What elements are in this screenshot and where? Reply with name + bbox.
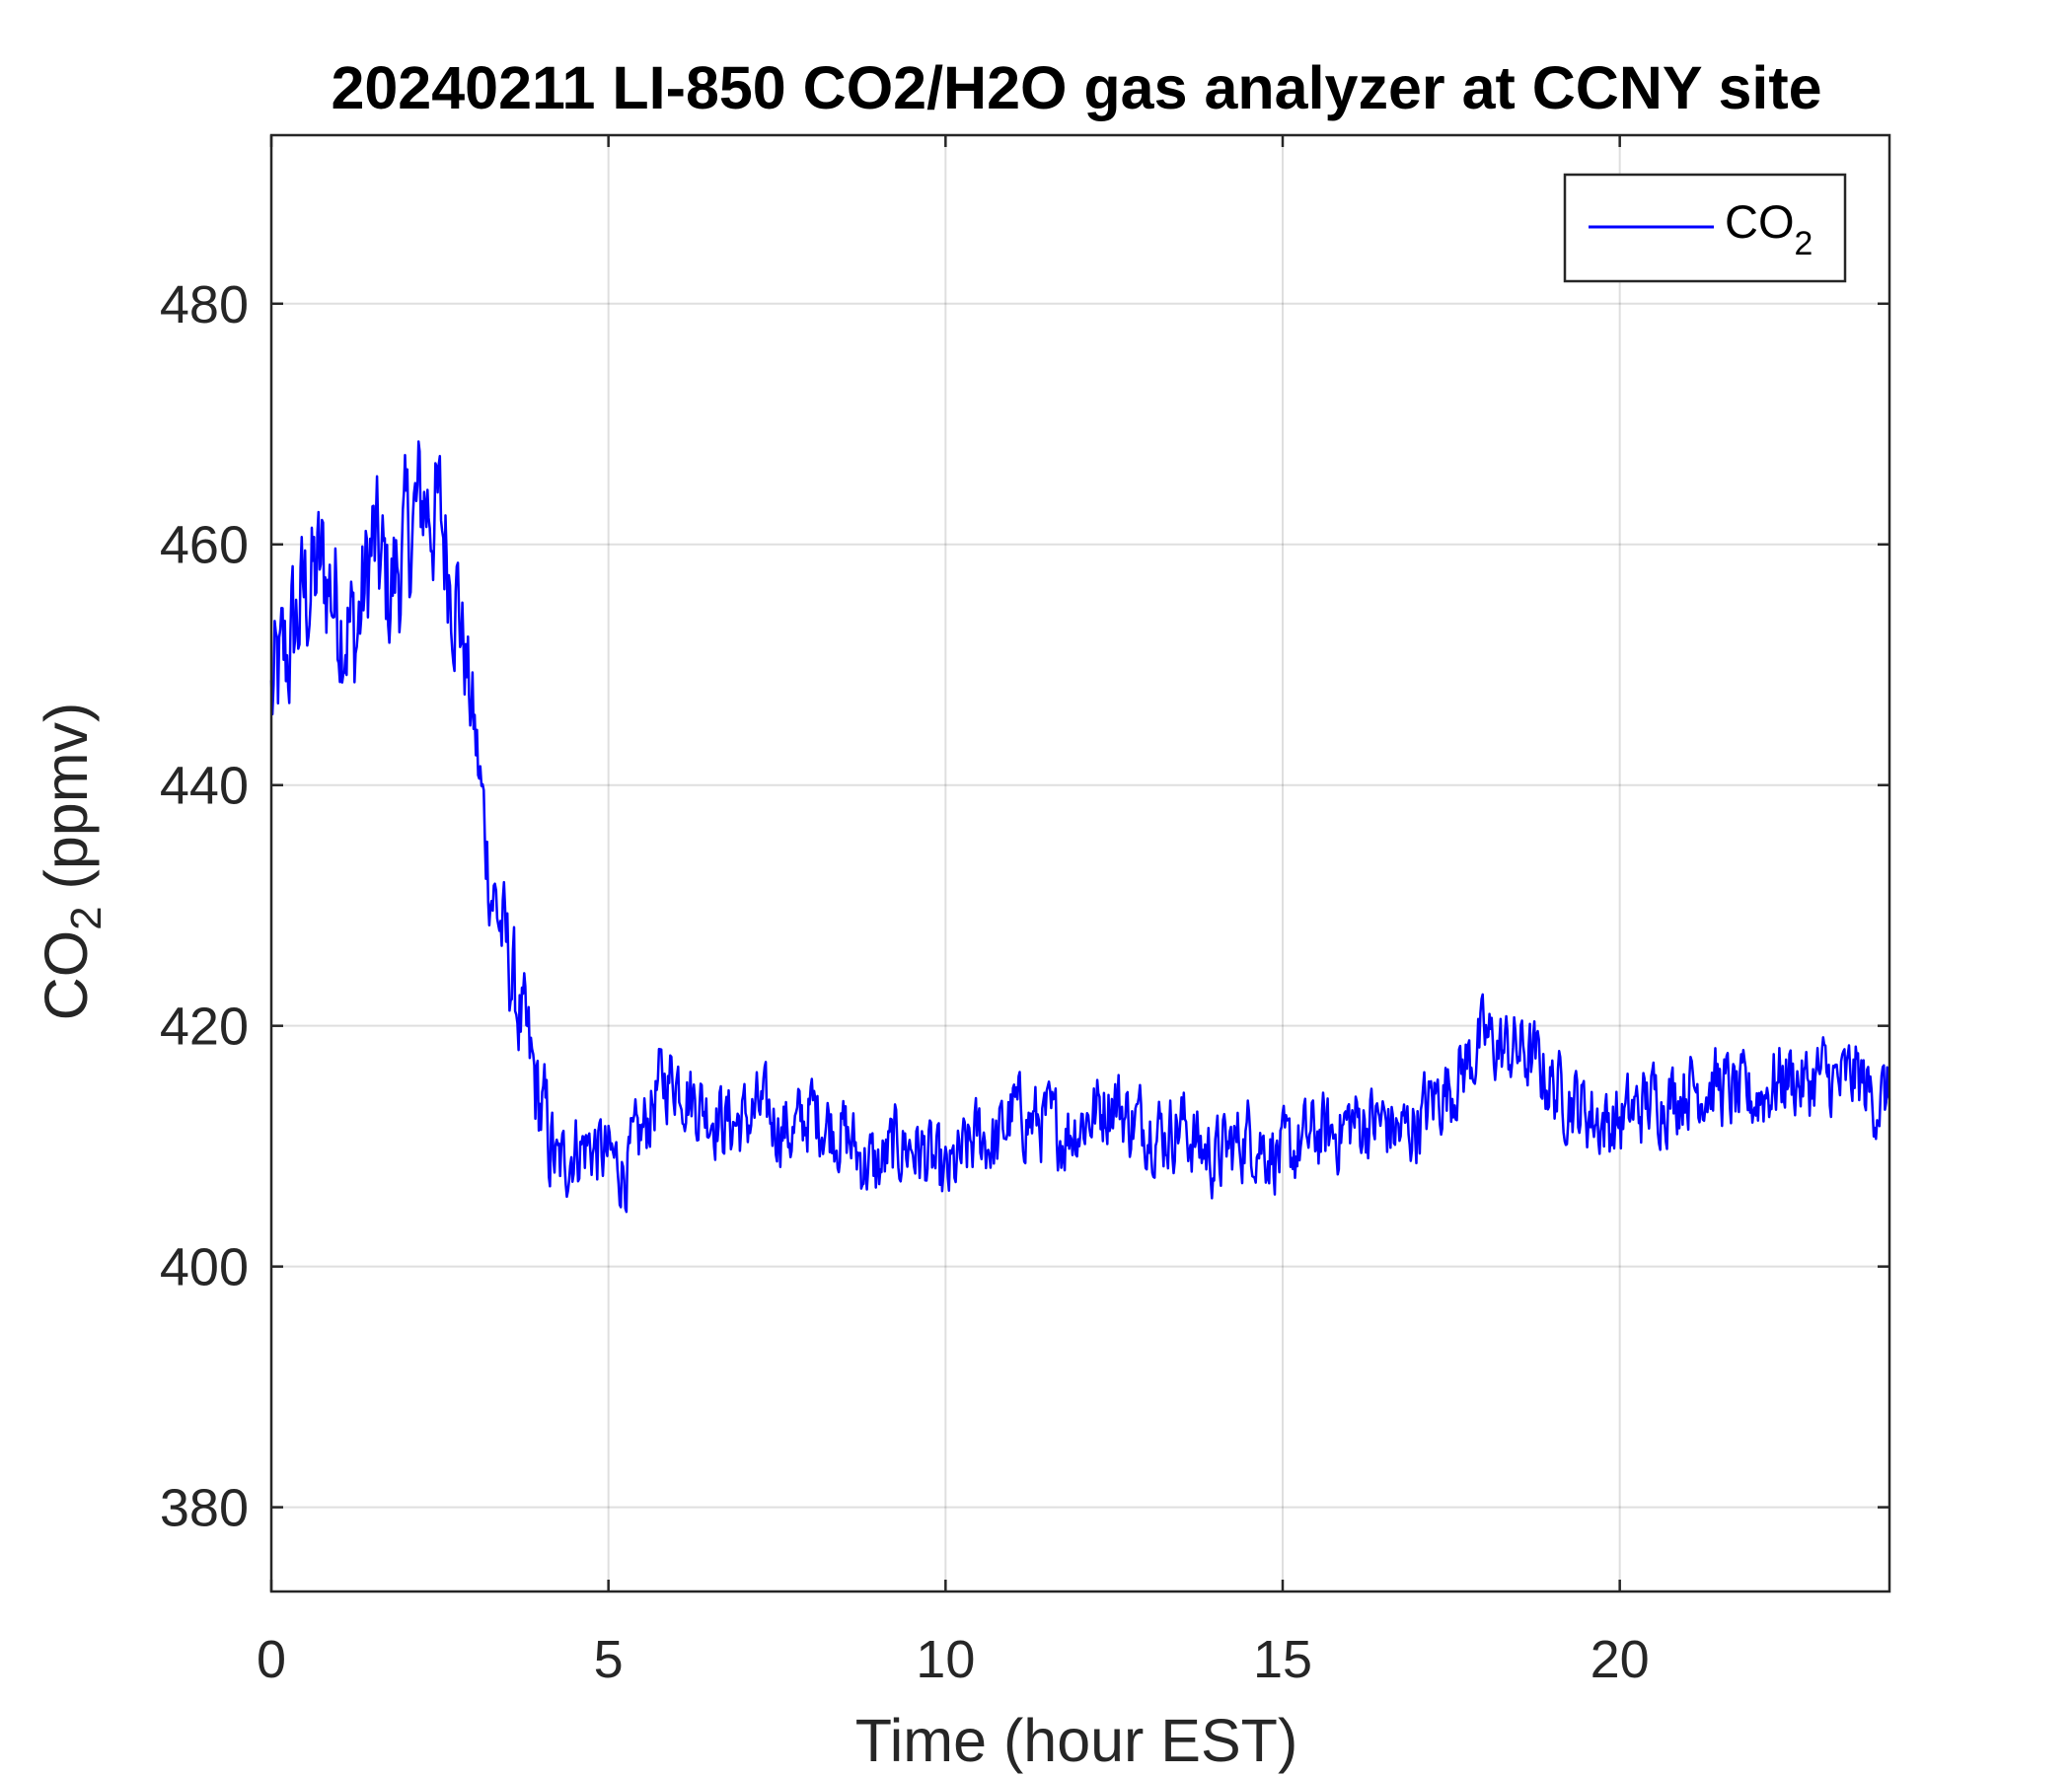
legend-label-subscript: 2 bbox=[1795, 225, 1813, 262]
x-tick-label: 15 bbox=[1253, 1630, 1312, 1689]
y-axis-label-main: CO bbox=[33, 930, 100, 1021]
y-tick-label: 440 bbox=[160, 757, 249, 816]
y-axis-label: CO2 (ppmv) bbox=[33, 703, 111, 1021]
axes-box bbox=[269, 133, 1891, 1593]
legend: CO2 bbox=[1563, 173, 1847, 283]
series-line-co2 bbox=[269, 440, 1891, 1214]
y-tick-label: 420 bbox=[160, 998, 249, 1057]
legend-label-main: CO bbox=[1725, 195, 1795, 248]
legend-entry: CO2 bbox=[1725, 195, 1813, 262]
plot-area: 0 5 10 15 20 380 400 420 440 460 480 bbox=[160, 133, 1891, 1689]
y-axis-label-units: (ppmv) bbox=[33, 703, 100, 907]
x-tick-label: 0 bbox=[257, 1630, 286, 1689]
x-axis-label: Time (hour EST) bbox=[855, 1707, 1298, 1774]
y-tick-label: 400 bbox=[160, 1238, 249, 1297]
x-tick-label: 10 bbox=[916, 1630, 975, 1689]
y-tick-label: 460 bbox=[160, 516, 249, 575]
y-tick-label: 480 bbox=[160, 275, 249, 334]
chart-title: 20240211 LI-850 CO2/H2O gas analyzer at … bbox=[331, 54, 1821, 121]
x-tick-label: 20 bbox=[1591, 1630, 1650, 1689]
x-tick-label: 5 bbox=[594, 1630, 624, 1689]
y-tick-label: 380 bbox=[160, 1479, 249, 1538]
y-axis-label-subscript: 2 bbox=[62, 906, 111, 929]
